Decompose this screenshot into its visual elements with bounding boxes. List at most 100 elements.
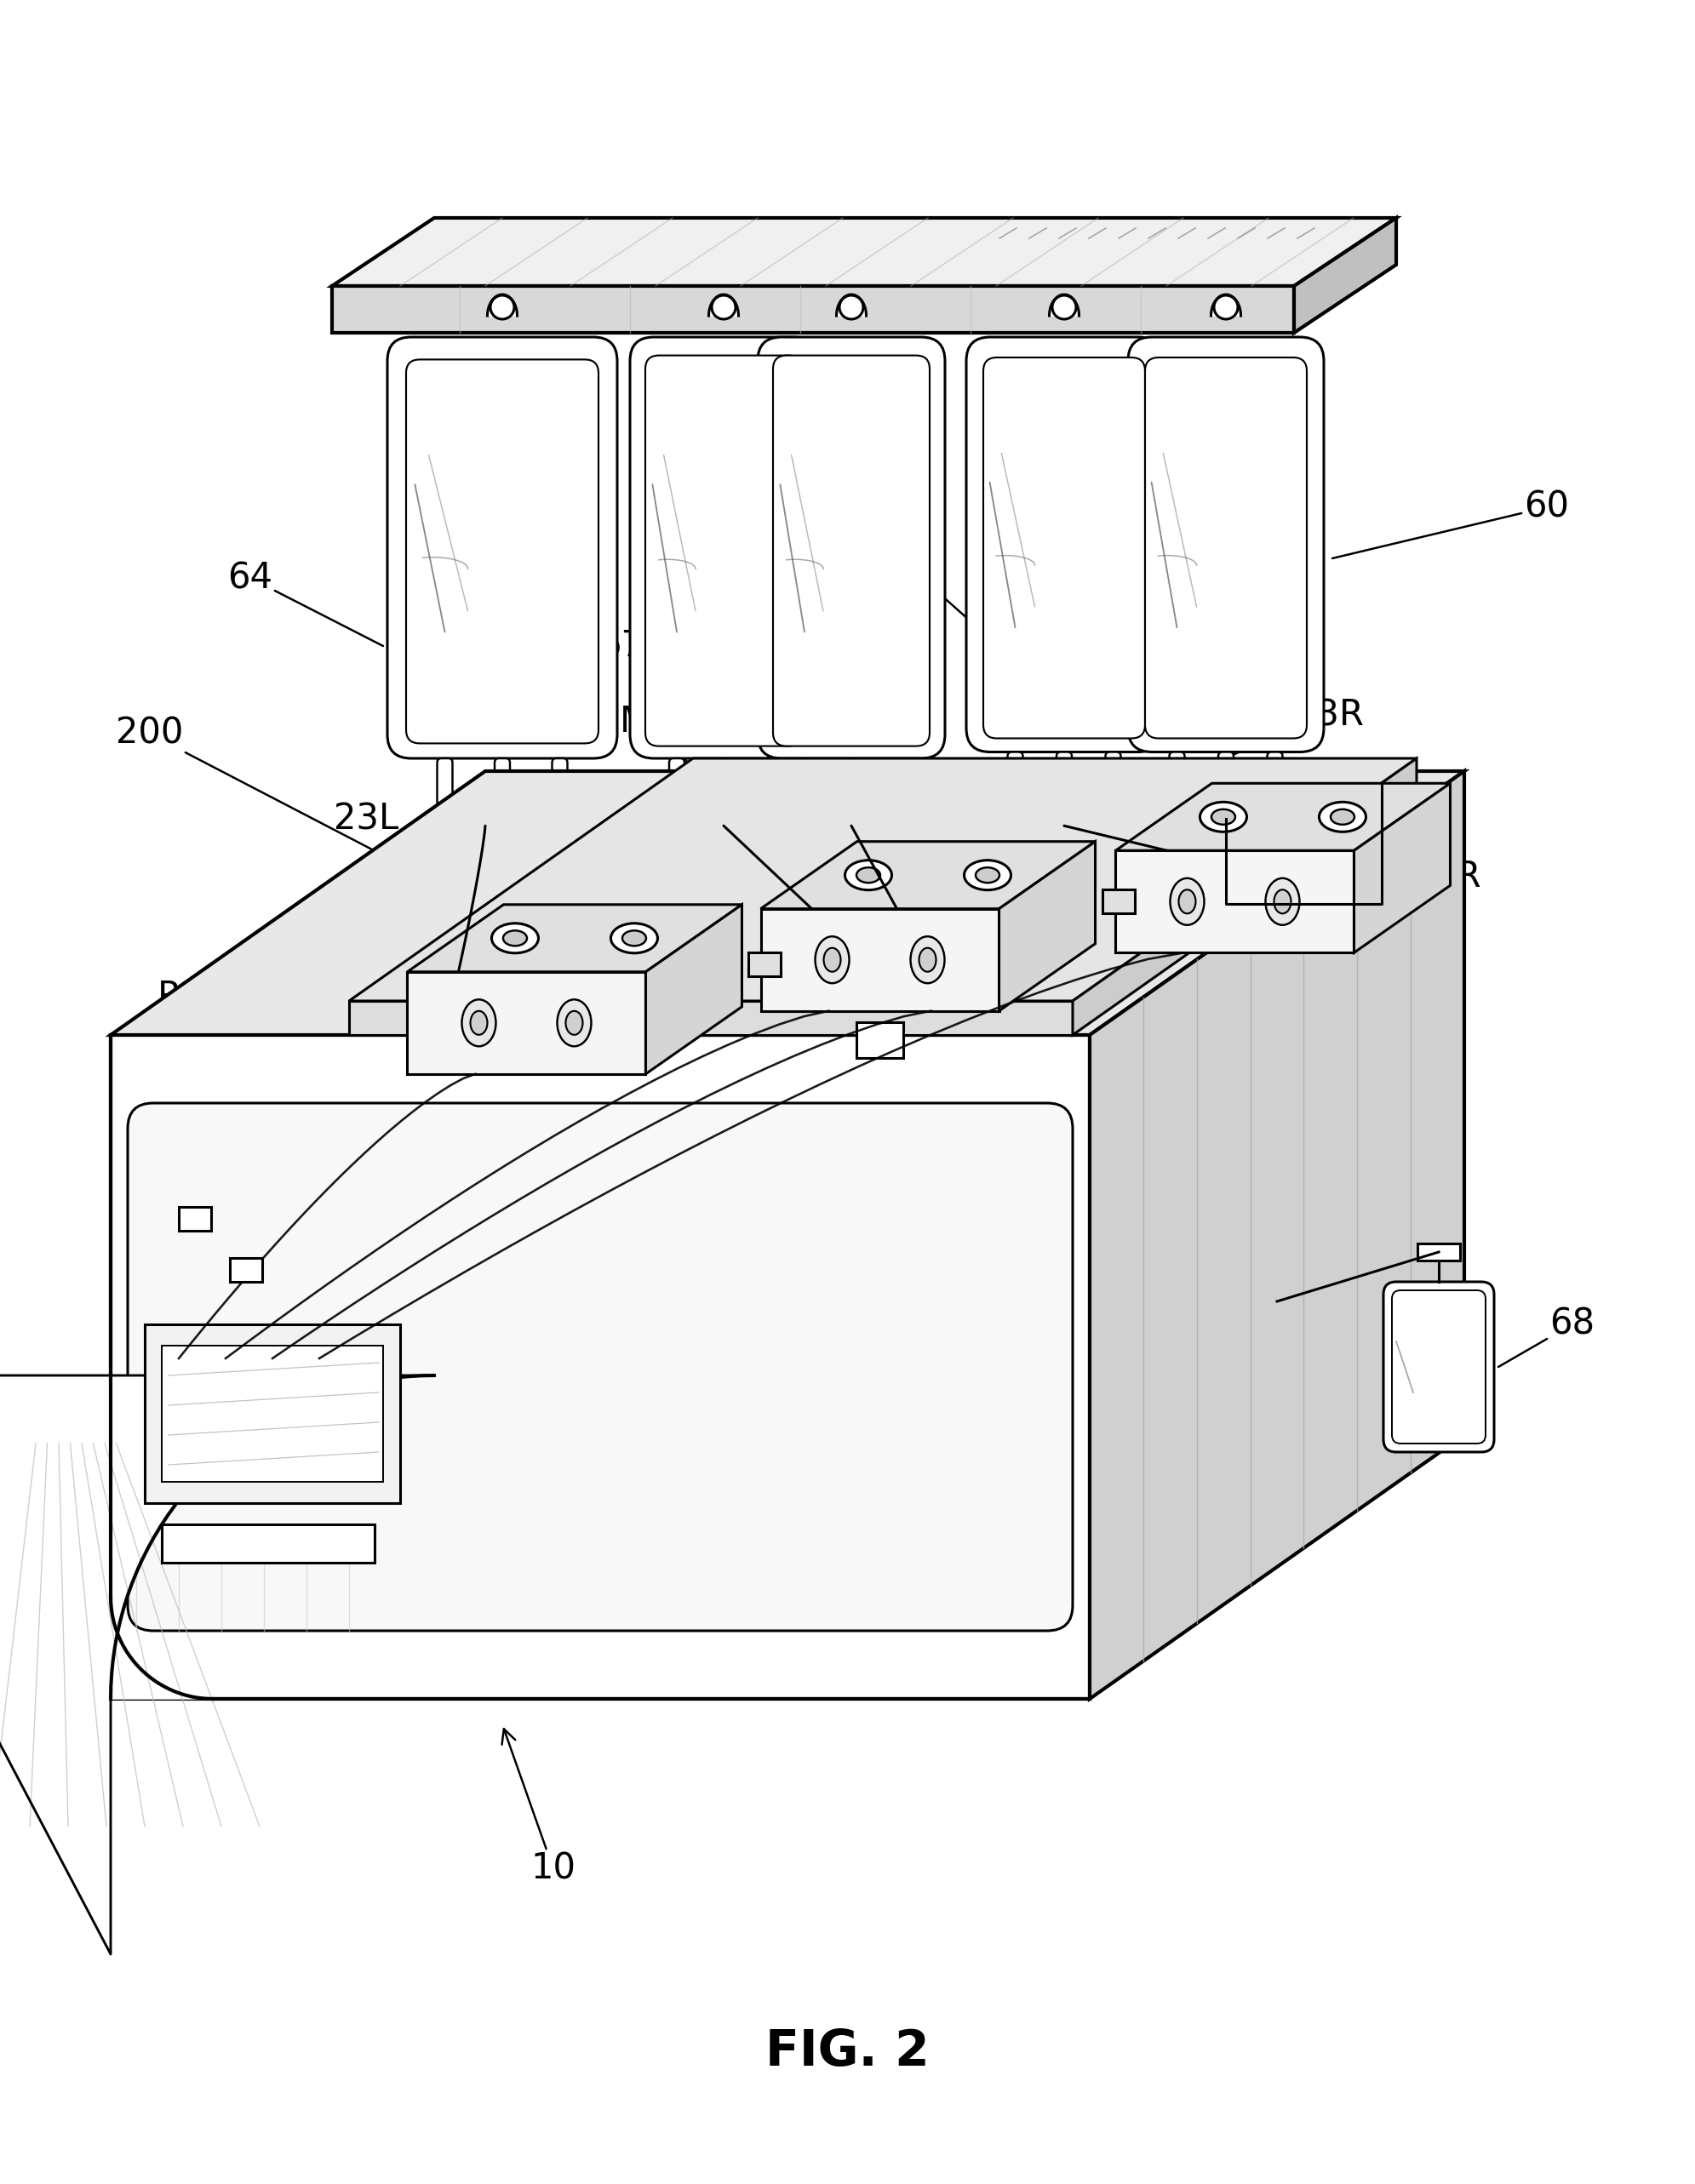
Ellipse shape [856, 867, 880, 882]
FancyBboxPatch shape [495, 758, 510, 826]
Text: 23R: 23R [1164, 697, 1364, 784]
Polygon shape [407, 972, 646, 1075]
Text: PSR: PSR [1378, 834, 1481, 895]
Circle shape [492, 297, 512, 317]
Ellipse shape [1266, 878, 1300, 926]
Ellipse shape [1200, 802, 1248, 832]
Ellipse shape [1212, 810, 1236, 826]
Polygon shape [1354, 784, 1451, 952]
FancyBboxPatch shape [983, 358, 1146, 738]
Ellipse shape [558, 1000, 592, 1046]
Bar [161, 1524, 375, 1564]
Text: 60: 60 [1332, 489, 1570, 559]
Polygon shape [407, 904, 742, 972]
FancyBboxPatch shape [763, 758, 778, 826]
FancyBboxPatch shape [437, 758, 453, 826]
Bar [856, 1022, 903, 1057]
FancyBboxPatch shape [844, 758, 859, 826]
Polygon shape [646, 904, 742, 1075]
Circle shape [1215, 297, 1236, 317]
Ellipse shape [910, 937, 944, 983]
Polygon shape [0, 1376, 434, 1955]
Polygon shape [1073, 758, 1417, 1035]
Ellipse shape [566, 1011, 583, 1035]
Text: 67: 67 [598, 629, 724, 826]
FancyBboxPatch shape [1268, 751, 1283, 819]
Ellipse shape [846, 860, 892, 891]
Text: 200: 200 [115, 716, 473, 902]
Polygon shape [1115, 850, 1354, 952]
Ellipse shape [1319, 802, 1366, 832]
Bar [161, 1345, 383, 1481]
Text: 23L: 23L [334, 802, 456, 904]
FancyBboxPatch shape [1219, 751, 1234, 819]
FancyBboxPatch shape [1170, 751, 1185, 819]
Bar [178, 1208, 212, 1232]
FancyBboxPatch shape [407, 360, 598, 743]
Polygon shape [1049, 295, 1080, 317]
Polygon shape [332, 286, 1293, 332]
Polygon shape [761, 841, 1095, 909]
Circle shape [841, 297, 861, 317]
Bar [1102, 889, 1134, 913]
Text: 68: 68 [1498, 1306, 1595, 1367]
Ellipse shape [976, 867, 1000, 882]
Bar [231, 1258, 263, 1282]
FancyBboxPatch shape [715, 758, 731, 826]
Text: PSL: PSL [158, 978, 431, 1022]
Bar [749, 952, 781, 976]
FancyBboxPatch shape [1383, 1282, 1493, 1452]
Ellipse shape [1331, 810, 1354, 826]
Polygon shape [998, 841, 1095, 1011]
Ellipse shape [1170, 878, 1203, 926]
Polygon shape [836, 295, 866, 317]
Text: PSM: PSM [444, 874, 856, 959]
Text: 10: 10 [502, 1730, 576, 1887]
Ellipse shape [492, 924, 539, 952]
Ellipse shape [824, 948, 841, 972]
Ellipse shape [1178, 889, 1195, 913]
Bar [144, 1324, 400, 1503]
FancyBboxPatch shape [1146, 358, 1307, 738]
Polygon shape [110, 1597, 214, 1699]
Text: FIG. 2: FIG. 2 [764, 2027, 929, 2077]
Polygon shape [332, 218, 1397, 286]
FancyBboxPatch shape [797, 758, 812, 826]
FancyBboxPatch shape [758, 336, 946, 758]
Polygon shape [488, 295, 517, 317]
FancyBboxPatch shape [773, 356, 929, 747]
FancyBboxPatch shape [1105, 751, 1120, 819]
Polygon shape [1293, 218, 1397, 332]
Text: 23M: 23M [575, 705, 809, 841]
Circle shape [1054, 297, 1075, 317]
Polygon shape [1090, 771, 1464, 1699]
FancyBboxPatch shape [631, 336, 817, 758]
Ellipse shape [919, 948, 936, 972]
FancyBboxPatch shape [1127, 336, 1324, 751]
FancyBboxPatch shape [670, 758, 685, 826]
FancyBboxPatch shape [553, 758, 568, 826]
Ellipse shape [610, 924, 658, 952]
Ellipse shape [470, 1011, 488, 1035]
Polygon shape [709, 295, 739, 317]
Polygon shape [761, 909, 998, 1011]
Ellipse shape [815, 937, 849, 983]
Text: 64: 64 [227, 559, 383, 646]
FancyBboxPatch shape [388, 336, 617, 758]
FancyBboxPatch shape [1056, 751, 1071, 819]
Bar [1417, 1243, 1459, 1260]
Ellipse shape [461, 1000, 497, 1046]
Polygon shape [1210, 295, 1241, 317]
Circle shape [714, 297, 734, 317]
Ellipse shape [622, 930, 646, 946]
FancyBboxPatch shape [646, 356, 802, 747]
Text: 66: 66 [863, 529, 1039, 681]
FancyBboxPatch shape [966, 336, 1163, 751]
FancyBboxPatch shape [127, 1103, 1073, 1631]
FancyBboxPatch shape [1392, 1291, 1485, 1444]
FancyBboxPatch shape [890, 758, 905, 826]
Ellipse shape [964, 860, 1010, 891]
Polygon shape [1115, 784, 1451, 850]
Polygon shape [110, 1035, 1090, 1699]
FancyBboxPatch shape [1007, 751, 1022, 819]
